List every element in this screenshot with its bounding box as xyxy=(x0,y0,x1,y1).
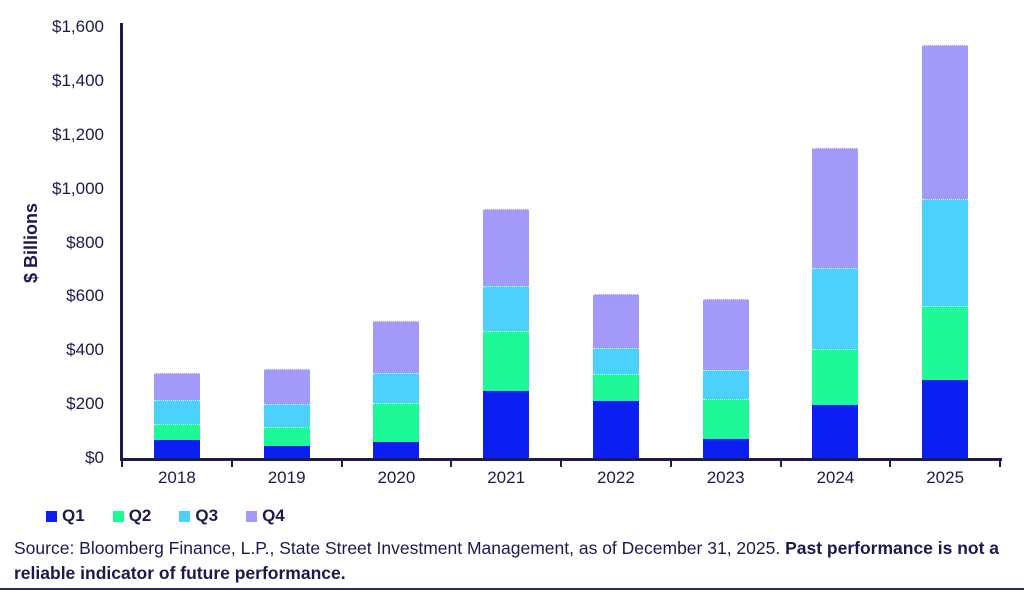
source-text: Source: Bloomberg Finance, L.P., State S… xyxy=(14,538,786,558)
legend-item-label: Q1 xyxy=(62,506,85,525)
bar-segment-2025-Q3 xyxy=(922,199,969,306)
bar-segment-2024-Q3 xyxy=(812,268,859,349)
bar-segment-2019-Q1 xyxy=(263,445,310,458)
bar-segment-2025-Q2 xyxy=(922,305,969,380)
x-axis-label-2021: 2021 xyxy=(487,468,526,487)
y-tick-label: $600 xyxy=(66,286,104,306)
x-axis-label-2023: 2023 xyxy=(706,468,745,487)
x-tick-mark xyxy=(999,458,1001,467)
bar-segment-2022-Q2 xyxy=(592,374,639,402)
bar-segment-2023-Q2 xyxy=(702,398,749,440)
x-tick-mark xyxy=(670,458,672,467)
legend-swatch-Q1 xyxy=(46,510,57,522)
x-tick-mark xyxy=(889,458,891,467)
bar-segment-2025-Q1 xyxy=(922,379,969,458)
legend-item-label: Q2 xyxy=(128,506,152,525)
y-tick-label: $800 xyxy=(66,232,104,252)
bar-segment-2023-Q3 xyxy=(702,370,749,399)
bar-segment-2021-Q2 xyxy=(483,331,530,391)
y-tick-label: $200 xyxy=(66,394,104,414)
legend-item-label: Q3 xyxy=(195,506,219,525)
y-tick-label: $0 xyxy=(85,448,104,467)
bar-segment-2022-Q3 xyxy=(592,347,639,375)
legend-item-label: Q4 xyxy=(262,506,285,525)
legend-item-Q4: Q4 xyxy=(246,506,285,526)
bar-segment-2019-Q2 xyxy=(263,427,310,446)
x-tick-mark xyxy=(341,458,343,467)
x-axis-label-2025: 2025 xyxy=(926,468,965,487)
y-tick-label: $400 xyxy=(66,340,104,360)
x-axis-label-2022: 2022 xyxy=(596,468,635,487)
bar-segment-2018-Q4 xyxy=(153,373,200,401)
legend-swatch-Q3 xyxy=(179,510,191,522)
bar-segment-2022-Q4 xyxy=(592,293,639,348)
bar-segment-2024-Q2 xyxy=(812,348,859,406)
bar-segment-2018-Q3 xyxy=(153,400,200,425)
source-note: Source: Bloomberg Finance, L.P., State S… xyxy=(14,536,1014,586)
y-tick-label: $1,600 xyxy=(52,17,104,36)
x-axis-label-2024: 2024 xyxy=(816,468,855,487)
legend-swatch-Q4 xyxy=(246,510,258,522)
bar-segment-2021-Q1 xyxy=(483,390,530,458)
bar-segment-2018-Q2 xyxy=(153,424,200,441)
bar-segment-2021-Q3 xyxy=(483,285,530,332)
x-axis-label-2020: 2020 xyxy=(377,468,416,487)
y-axis-line xyxy=(120,23,123,461)
x-axis-label-2019: 2019 xyxy=(267,468,306,487)
bar-segment-2023-Q4 xyxy=(702,299,749,371)
bar-segment-2024-Q4 xyxy=(812,148,859,269)
x-tick-mark xyxy=(450,458,452,467)
bar-segment-2020-Q4 xyxy=(373,320,420,374)
legend-item-Q3: Q3 xyxy=(179,506,218,526)
x-tick-mark xyxy=(780,458,782,467)
bar-segment-2019-Q3 xyxy=(263,404,310,428)
bar-segment-2023-Q1 xyxy=(702,439,749,458)
bar-segment-2019-Q4 xyxy=(263,369,310,405)
bar-segment-2021-Q4 xyxy=(483,208,530,286)
bar-segment-2020-Q1 xyxy=(373,441,420,458)
bar-segment-2018-Q1 xyxy=(153,440,200,458)
bar-segment-2022-Q1 xyxy=(592,401,639,458)
legend-item-Q2: Q2 xyxy=(112,506,152,526)
bar-segment-2020-Q3 xyxy=(373,373,420,403)
bar-segment-2024-Q1 xyxy=(812,405,859,458)
bottom-divider xyxy=(0,588,1024,590)
x-tick-mark xyxy=(560,458,562,467)
legend-item-Q1: Q1 xyxy=(46,506,85,526)
y-tick-label: $1,400 xyxy=(52,70,104,90)
disclaimer-text: Past performance is not a reliable indic… xyxy=(14,538,1000,583)
x-tick-mark xyxy=(231,458,233,467)
x-axis-label-2018: 2018 xyxy=(157,468,196,487)
y-tick-label: $1,200 xyxy=(52,124,104,144)
bar-segment-2025-Q4 xyxy=(922,44,969,200)
x-tick-mark xyxy=(121,458,123,467)
legend-swatch-Q2 xyxy=(112,510,124,522)
y-tick-label: $1,000 xyxy=(52,178,104,198)
bar-segment-2020-Q2 xyxy=(373,402,420,442)
legend: Q1 Q2 Q3 Q4 xyxy=(46,506,285,526)
